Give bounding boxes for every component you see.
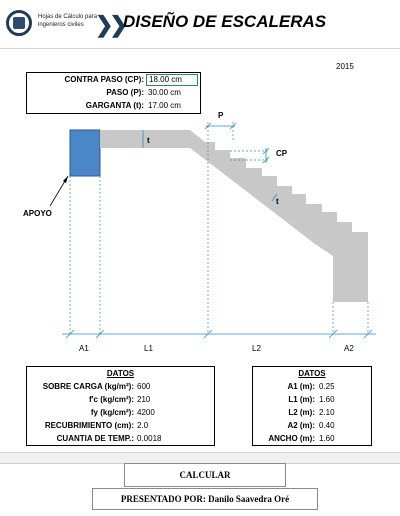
datos-right-row: ANCHO (m): 1.60 [253, 432, 371, 445]
calculate-button[interactable]: CALCULAR [124, 463, 286, 487]
l1-label: L1 (m): [288, 395, 315, 404]
stair-diagram: t P CP t APOYO A1 L1 L2 A2 [23, 111, 376, 353]
datos-right-title: DATOS [298, 369, 326, 378]
datos-left-row: RECUBRIMIENTO (cm): 2.0 [27, 419, 214, 432]
page-title: DISEÑO DE ESCALERAS [123, 12, 327, 31]
dim-a2-label: A2 [344, 344, 354, 353]
cuantia-value[interactable]: 0.0018 [137, 434, 162, 443]
ancho-value[interactable]: 1.60 [319, 434, 335, 443]
guide-lines [69, 122, 369, 334]
contra-paso-input[interactable]: 18.00 cm [146, 74, 198, 86]
contra-paso-label: CONTRA PASO (CP): [64, 75, 144, 84]
paso-dim-label: P [218, 111, 224, 120]
param-row-contra-paso: CONTRA PASO (CP): 18.00 cm [27, 74, 200, 86]
fc-label: f'c (kg/cm²): [88, 395, 134, 404]
paso-input[interactable]: 30.00 cm [148, 88, 181, 97]
ancho-label: ANCHO (m): [268, 434, 315, 443]
apoyo-arrow [49, 175, 69, 207]
datos-right-row: A2 (m): 0.40 [253, 419, 371, 432]
datos-left-box: DATOS SOBRE CARGA (kg/m²): 600 f'c (kg/c… [26, 366, 215, 446]
garganta-label: GARGANTA (t): [85, 101, 144, 110]
dimension-lines [62, 122, 376, 339]
datos-right-row: A1 (m): 0.25 [253, 380, 371, 393]
recubrimiento-value[interactable]: 2.0 [137, 421, 149, 430]
datos-left-row: CUANTIA DE TEMP.: 0.0018 [27, 432, 214, 445]
author-button[interactable]: PRESENTADO POR: Danilo Saavedra Oré [92, 488, 318, 510]
datos-right-row: L1 (m): 1.60 [253, 393, 371, 406]
dim-l1-label: L1 [144, 344, 153, 353]
datos-left-row: fy (kg/cm²): 4200 [27, 406, 214, 419]
double-chevron-icon: ❯❯ [95, 12, 128, 37]
logo-icon [6, 10, 32, 36]
apoyo-label: APOYO [23, 209, 52, 218]
sobre-carga-value[interactable]: 600 [137, 382, 151, 391]
datos-left-title: DATOS [106, 369, 135, 378]
contra-paso-dim-label: CP [276, 149, 288, 158]
a2-label: A2 (m): [287, 421, 315, 430]
garganta-dim-label: t [276, 197, 279, 206]
garganta-input[interactable]: 17.00 cm [148, 101, 181, 110]
l2-value[interactable]: 2.10 [319, 408, 335, 417]
parameters-box: CONTRA PASO (CP): 18.00 cm PASO (P): 30.… [26, 72, 201, 114]
l1-value[interactable]: 1.60 [319, 395, 335, 404]
dim-l2-label: L2 [252, 344, 261, 353]
datos-left-row: SOBRE CARGA (kg/m²): 600 [27, 380, 214, 393]
param-row-paso: PASO (P): 30.00 cm [27, 87, 200, 99]
datos-right-box: DATOS A1 (m): 0.25 L1 (m): 1.60 L2 (m): … [252, 366, 372, 446]
a1-label: A1 (m): [287, 382, 315, 391]
datos-left-row: f'c (kg/cm²): 210 [27, 393, 214, 406]
paso-label: PASO (P): [106, 88, 144, 97]
fy-label: fy (kg/cm²): [90, 408, 134, 417]
logo-text: Hojas de Cálculo para ingenieros civiles [38, 14, 98, 28]
year-label: 2015 [336, 62, 354, 71]
sobre-carga-label: SOBRE CARGA (kg/m²): [42, 382, 134, 391]
fc-value[interactable]: 210 [137, 395, 151, 404]
dim-a1-label: A1 [79, 344, 89, 353]
fy-value[interactable]: 4200 [137, 408, 155, 417]
app-header: Hojas de Cálculo para ingenieros civiles… [0, 0, 400, 49]
l2-label: L2 (m): [288, 408, 315, 417]
param-row-garganta: GARGANTA (t): 17.00 cm [27, 100, 200, 112]
support-block [69, 129, 101, 177]
datos-right-row: L2 (m): 2.10 [253, 406, 371, 419]
a1-value[interactable]: 0.25 [319, 382, 335, 391]
stair-slab [100, 130, 368, 302]
thickness-label: t [147, 136, 150, 145]
cuantia-label: CUANTIA DE TEMP.: [56, 434, 134, 443]
recubrimiento-label: RECUBRIMIENTO (cm): [44, 421, 134, 430]
a2-value[interactable]: 0.40 [319, 421, 335, 430]
